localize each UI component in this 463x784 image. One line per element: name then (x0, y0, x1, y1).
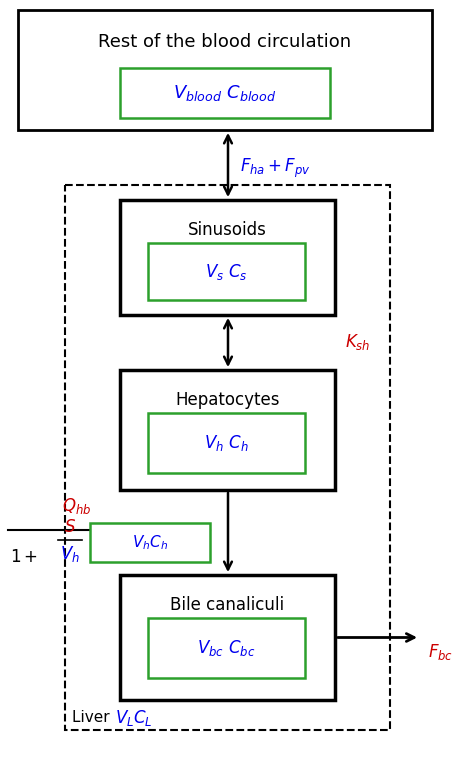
Text: $V_h C_h$: $V_h C_h$ (132, 533, 168, 552)
Bar (65, 185, 390, 730)
Bar (120, 200, 335, 315)
Bar (148, 618, 305, 678)
Text: $V_L C_L$: $V_L C_L$ (115, 708, 153, 728)
Text: $V_h\ C_h$: $V_h\ C_h$ (204, 433, 249, 453)
Text: $V_s\ C_s$: $V_s\ C_s$ (205, 262, 248, 281)
Text: $1 +$: $1 +$ (10, 550, 38, 567)
Text: $S$: $S$ (64, 519, 76, 536)
Text: $Q_{hb}$: $Q_{hb}$ (62, 496, 91, 516)
Text: $K_{sh}$: $K_{sh}$ (345, 332, 370, 352)
Text: Rest of the blood circulation: Rest of the blood circulation (99, 33, 351, 51)
Text: Liver: Liver (72, 710, 114, 725)
Text: $V_{bc}\ C_{bc}$: $V_{bc}\ C_{bc}$ (197, 638, 256, 658)
Bar (148, 413, 305, 473)
Text: $V_{blood}\ C_{blood}$: $V_{blood}\ C_{blood}$ (174, 83, 276, 103)
Bar (120, 68, 330, 118)
Text: $V_h$: $V_h$ (60, 544, 80, 564)
Text: $F_{bc}$: $F_{bc}$ (428, 643, 453, 662)
Text: $F_{ha} + F_{pv}$: $F_{ha} + F_{pv}$ (240, 156, 311, 180)
Bar (18, 10, 432, 130)
Text: Sinusoids: Sinusoids (188, 221, 267, 239)
Text: Hepatocytes: Hepatocytes (175, 391, 280, 409)
Bar (148, 243, 305, 300)
Bar (120, 575, 335, 700)
Bar (120, 370, 335, 490)
Text: Bile canaliculi: Bile canaliculi (170, 596, 285, 614)
Bar (90, 523, 210, 562)
